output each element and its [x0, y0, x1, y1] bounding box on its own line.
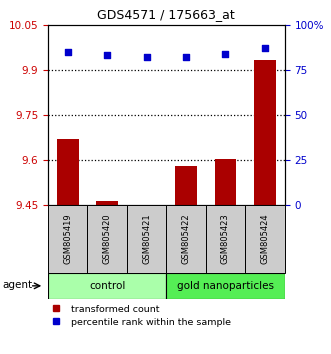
Bar	[254, 60, 276, 205]
Text: GSM805419: GSM805419	[63, 213, 72, 264]
Legend: transformed count, percentile rank within the sample: transformed count, percentile rank withi…	[43, 301, 234, 330]
Point	[262, 45, 267, 51]
Title: GDS4571 / 175663_at: GDS4571 / 175663_at	[97, 8, 235, 21]
Text: GSM805420: GSM805420	[103, 213, 112, 264]
Point	[183, 55, 189, 60]
Text: gold nanoparticles: gold nanoparticles	[177, 281, 274, 291]
Bar	[57, 138, 78, 205]
Bar	[206, 205, 245, 273]
Text: GSM805423: GSM805423	[221, 213, 230, 264]
Bar	[48, 273, 166, 299]
Text: GSM805421: GSM805421	[142, 213, 151, 264]
Bar	[127, 205, 166, 273]
Point	[65, 49, 71, 55]
Point	[105, 53, 110, 58]
Text: GSM805424: GSM805424	[260, 213, 269, 264]
Bar	[87, 205, 127, 273]
Bar	[166, 273, 285, 299]
Text: agent: agent	[2, 280, 32, 290]
Text: control: control	[89, 281, 125, 291]
Bar	[214, 159, 236, 205]
Bar	[48, 205, 87, 273]
Bar	[245, 205, 285, 273]
Bar	[175, 166, 197, 205]
Bar	[96, 201, 118, 205]
Point	[223, 51, 228, 57]
Text: GSM805422: GSM805422	[181, 213, 191, 264]
Bar	[166, 205, 206, 273]
Point	[144, 55, 149, 60]
